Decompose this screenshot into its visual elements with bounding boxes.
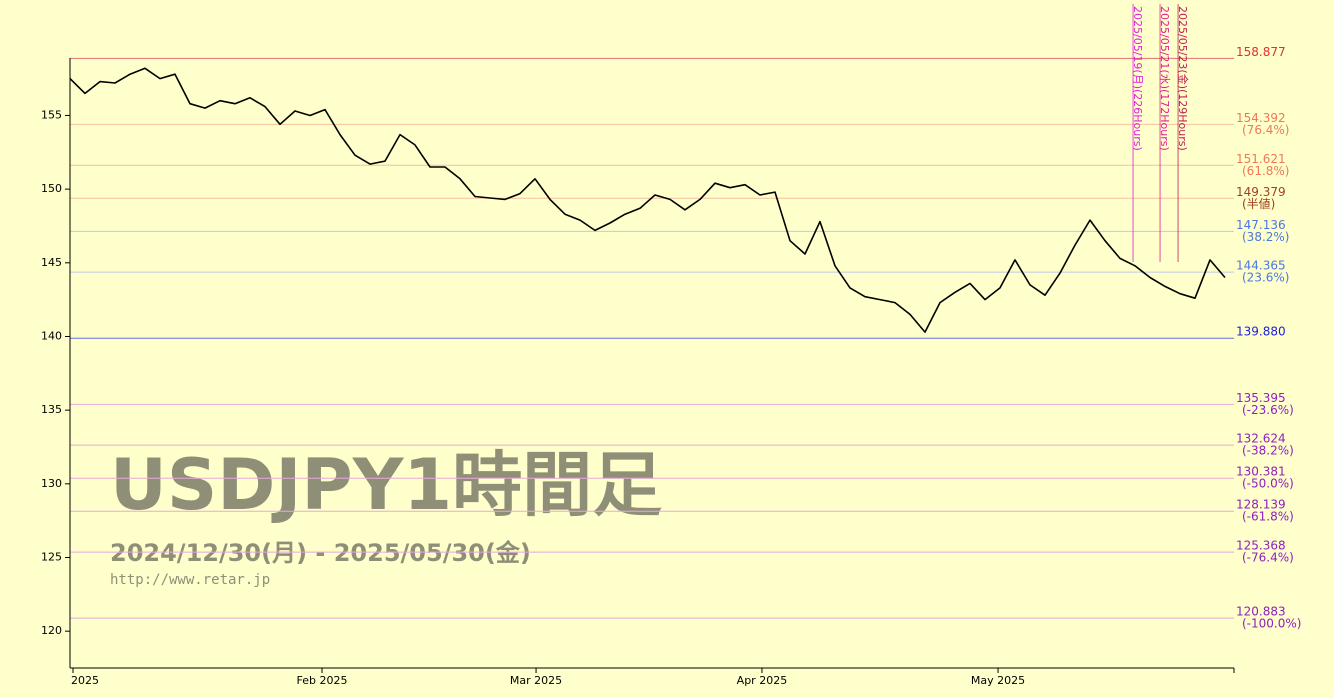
level-label: 130.381 <box>1236 465 1286 479</box>
y-tick-label: 155 <box>41 108 62 121</box>
level-note: (-61.8%) <box>1242 510 1294 524</box>
level-note: (76.4%) <box>1242 123 1289 137</box>
marker-label: 2025/05/23(金)(129Hours) <box>1176 6 1190 151</box>
level-note: (38.2%) <box>1242 230 1289 244</box>
y-tick-label: 125 <box>41 550 62 563</box>
level-label: 147.136 <box>1236 218 1286 232</box>
y-tick-label: 135 <box>41 403 62 416</box>
level-label: 132.624 <box>1236 432 1286 446</box>
level-label: 125.368 <box>1236 539 1286 553</box>
level-label: 128.139 <box>1236 498 1286 512</box>
x-tick-label: Feb 2025 <box>297 674 348 687</box>
level-label: 139.880 <box>1236 325 1286 339</box>
level-note: (23.6%) <box>1242 271 1289 285</box>
source-url: http://www.retar.jp <box>110 572 270 588</box>
y-tick-label: 145 <box>41 256 62 269</box>
level-note: (-100.0%) <box>1242 617 1301 631</box>
level-note: (61.8%) <box>1242 164 1289 178</box>
price-line <box>69 67 1226 333</box>
chart-subtitle: 2024/12/30(月) - 2025/05/30(金) <box>110 539 531 567</box>
level-label: 135.395 <box>1236 391 1286 405</box>
x-tick-label: May 2025 <box>971 674 1025 687</box>
level-note: (-23.6%) <box>1242 403 1294 417</box>
level-label: 154.392 <box>1236 111 1286 125</box>
level-note: (-50.0%) <box>1242 477 1294 491</box>
level-note: (-76.4%) <box>1242 551 1294 565</box>
y-tick-label: 130 <box>41 477 62 490</box>
y-tick-label: 140 <box>41 329 62 342</box>
level-label: 158.877 <box>1236 45 1286 59</box>
chart-title: USDJPY1時間足 <box>110 444 662 526</box>
level-label: 149.379 <box>1236 185 1286 199</box>
marker-label: 2025/05/21(水)(172Hours) <box>1158 6 1171 151</box>
x-tick-label: Mar 2025 <box>510 674 562 687</box>
level-label: 151.621 <box>1236 152 1286 166</box>
x-tick-label: 2025 <box>71 674 99 687</box>
y-tick-label: 120 <box>41 624 62 637</box>
level-label: 120.883 <box>1236 605 1286 619</box>
marker-label: 2025/05/19(月)(226Hours) <box>1131 6 1144 151</box>
level-note: (-38.2%) <box>1242 444 1294 458</box>
x-tick-label: Apr 2025 <box>737 674 788 687</box>
level-label: 144.365 <box>1236 259 1286 273</box>
y-tick-label: 150 <box>41 182 62 195</box>
level-note: (半値) <box>1242 196 1275 211</box>
